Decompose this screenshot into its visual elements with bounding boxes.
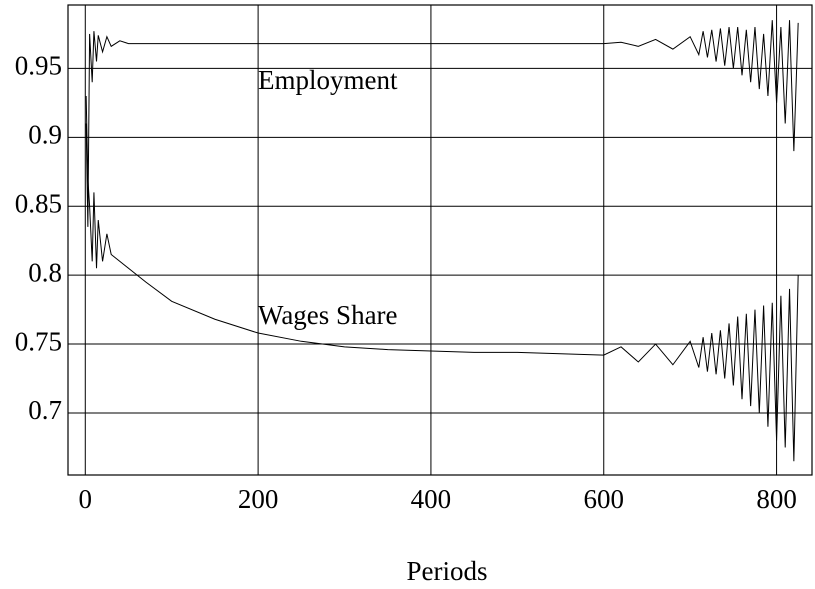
y-tick-label: 0.85 (15, 188, 62, 218)
x-tick-label: 600 (583, 484, 624, 514)
series-annotation: Employment (258, 65, 398, 95)
x-tick-label: 200 (238, 484, 279, 514)
x-axis-label: Periods (407, 556, 488, 586)
plot-frame (67, 4, 813, 476)
line-series (85, 20, 799, 227)
y-tick-label: 0.75 (15, 326, 62, 356)
x-tick-label: 800 (756, 484, 797, 514)
y-tick-label: 0.8 (28, 257, 62, 287)
y-tick-label: 0.7 (28, 395, 62, 425)
x-tick-label: 0 (79, 484, 93, 514)
y-tick-label: 0.9 (28, 120, 62, 150)
series-annotation: Wages Share (258, 300, 398, 330)
line-series (85, 95, 799, 462)
y-tick-label: 0.95 (15, 51, 62, 81)
x-tick-label: 400 (411, 484, 452, 514)
